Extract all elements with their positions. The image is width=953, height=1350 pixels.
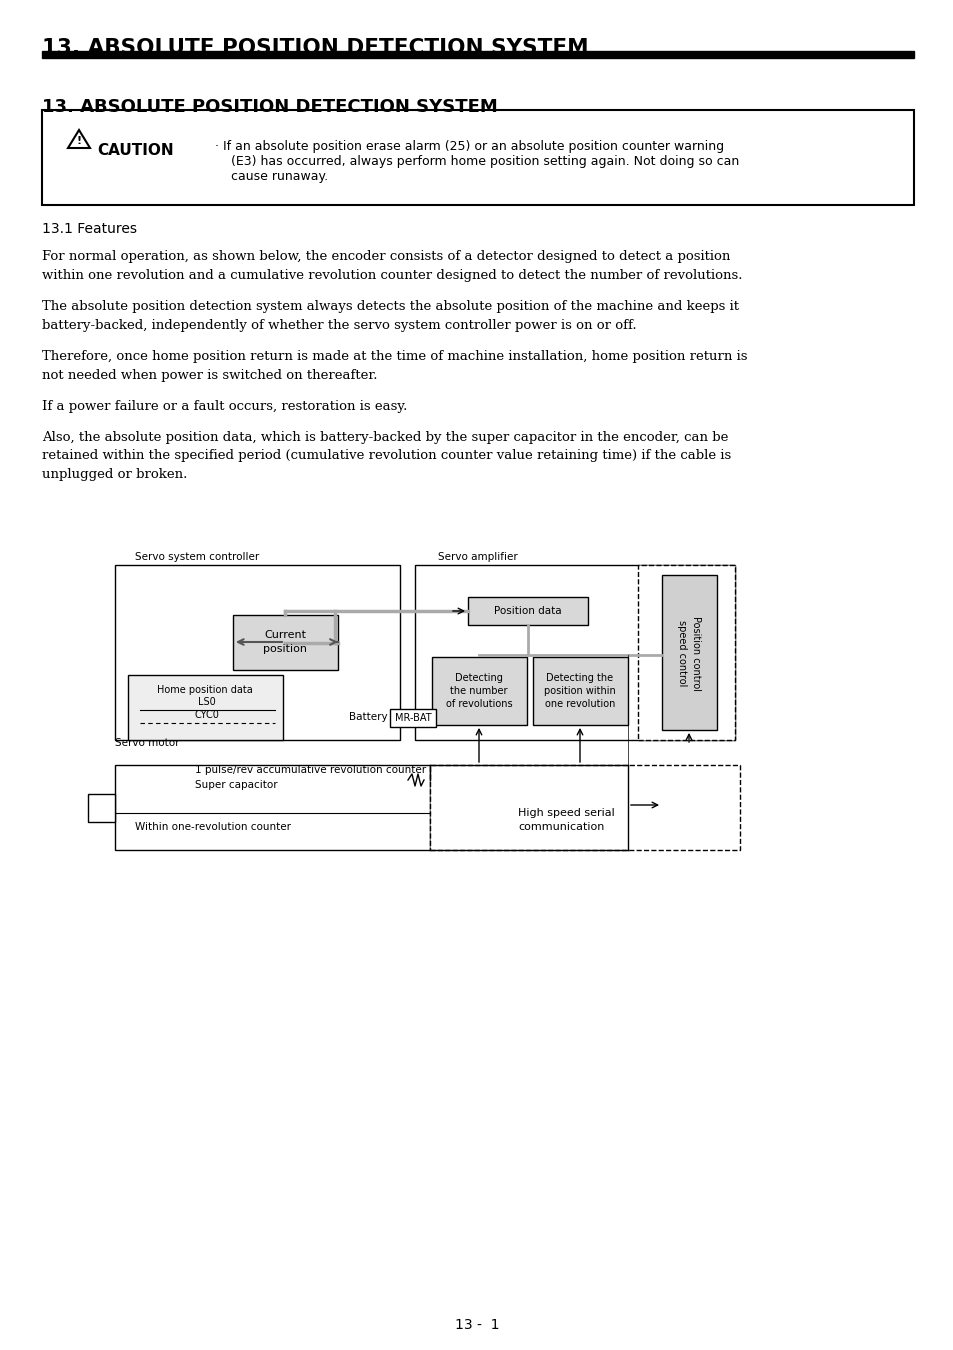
Bar [468, 597, 587, 625]
Text: 13.1 Features: 13.1 Features [42, 221, 137, 236]
Bar [661, 575, 717, 730]
Bar [88, 794, 115, 822]
Text: Therefore, once home position return is made at the time of machine installation: Therefore, once home position return is … [42, 350, 747, 382]
Text: Super capacitor: Super capacitor [194, 780, 277, 790]
Bar [128, 675, 283, 740]
Text: Servo amplifier: Servo amplifier [437, 552, 517, 562]
Text: Position data: Position data [494, 606, 561, 616]
Bar [415, 566, 734, 740]
Text: Servo system controller: Servo system controller [135, 552, 259, 562]
Bar [430, 765, 740, 850]
Text: Also, the absolute position data, which is battery-backed by the super capacitor: Also, the absolute position data, which … [42, 431, 731, 481]
Bar [42, 109, 913, 205]
Text: 1 pulse/rev accumulative revolution counter: 1 pulse/rev accumulative revolution coun… [194, 765, 426, 775]
Text: Battery: Battery [349, 711, 388, 722]
Bar [115, 765, 430, 850]
Bar [638, 566, 734, 740]
Text: Home position data: Home position data [157, 684, 253, 695]
Text: MR-BAT: MR-BAT [395, 713, 431, 724]
Text: Detecting
the number
of revolutions: Detecting the number of revolutions [445, 672, 512, 709]
Text: cause runaway.: cause runaway. [214, 170, 328, 184]
Text: CAUTION: CAUTION [97, 143, 173, 158]
Bar [42, 51, 913, 58]
Text: Current
position: Current position [263, 630, 307, 653]
Text: High speed serial
communication: High speed serial communication [517, 809, 614, 832]
Text: 13. ABSOLUTE POSITION DETECTION SYSTEM: 13. ABSOLUTE POSITION DETECTION SYSTEM [42, 38, 588, 58]
Text: (E3) has occurred, always perform home position setting again. Not doing so can: (E3) has occurred, always perform home p… [214, 155, 739, 167]
Text: If a power failure or a fault occurs, restoration is easy.: If a power failure or a fault occurs, re… [42, 400, 407, 413]
Bar [233, 616, 337, 670]
Text: Within one-revolution counter: Within one-revolution counter [135, 822, 291, 832]
Bar [533, 657, 627, 725]
Text: Position control
speed control: Position control speed control [677, 616, 700, 690]
Text: · If an absolute position erase alarm (25) or an absolute position counter warni: · If an absolute position erase alarm (2… [214, 140, 723, 153]
Text: !: ! [76, 136, 81, 146]
Bar [432, 657, 526, 725]
Text: 13 -  1: 13 - 1 [455, 1318, 498, 1332]
Text: For normal operation, as shown below, the encoder consists of a detector designe: For normal operation, as shown below, th… [42, 250, 741, 282]
Text: Servo motor: Servo motor [115, 738, 179, 748]
Bar [115, 566, 399, 740]
Text: CYC0: CYC0 [194, 710, 219, 720]
Text: The absolute position detection system always detects the absolute position of t: The absolute position detection system a… [42, 300, 739, 332]
Text: 13. ABSOLUTE POSITION DETECTION SYSTEM: 13. ABSOLUTE POSITION DETECTION SYSTEM [42, 99, 497, 116]
Text: LS0: LS0 [198, 697, 215, 707]
Bar [390, 709, 436, 728]
Text: Detecting the
position within
one revolution: Detecting the position within one revolu… [543, 672, 616, 709]
